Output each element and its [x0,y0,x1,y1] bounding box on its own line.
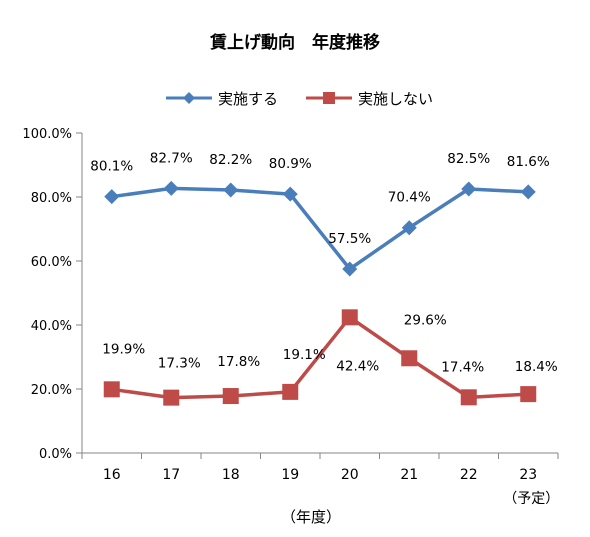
series-line [111,186,529,271]
y-tick-label: 60.0% [31,255,72,270]
y-tick-label: 40.0% [31,319,72,334]
axes: 0.0% 20.0% 40.0% 60.0% 80.0% 100.0% 16 17 18 19 20… [22,127,559,507]
data-point [104,189,120,205]
data-label: 80.9% [269,156,312,172]
data-label: 19.9% [102,341,145,357]
x-tick-label: 20 [341,467,359,483]
data-label: 57.5% [328,231,371,247]
y-tick-label: 80.0% [31,191,72,206]
data-point [222,388,239,405]
x-tick-label: 19 [281,467,299,483]
chart-title: 賃上げ動向 年度推移 [209,32,380,53]
x-tick-label: 23 [519,467,537,483]
legend-label: 実施しない [358,90,433,108]
data-label: 17.3% [158,356,201,372]
y-tick-label: 100.0% [22,127,72,142]
x-tick-label: 22 [460,467,478,483]
data-label: 80.1% [90,159,133,175]
data-label: 81.6% [507,154,550,170]
data-label: 70.4% [388,190,431,206]
data-point [401,350,418,367]
data-point [520,184,536,200]
series-layer [103,180,537,406]
data-point [401,220,417,236]
data-label: 19.1% [283,347,326,363]
x-axis-title: （年度） [281,508,341,526]
data-labels: 80.1% 82.7% 82.2% 80.9% 57.5% 70.4% 82.5% 81.6%… [90,150,558,375]
data-point [341,309,358,326]
data-label: 82.2% [209,152,252,168]
series-line [111,315,529,400]
data-point [282,383,299,400]
x-tick-label: 21 [400,467,418,483]
x-tick-label: 17 [162,467,180,483]
data-point [282,186,298,202]
legend: 実施する 実施しない [166,90,433,108]
x-tick-label: 16 [103,467,121,483]
data-point [461,181,477,197]
y-tick-label: 0.0% [39,447,72,462]
data-label: 42.4% [336,358,379,374]
legend-label: 実施する [218,90,278,108]
data-label: 29.6% [404,312,447,328]
data-label: 82.5% [447,151,490,167]
data-label: 18.4% [515,359,558,375]
data-label: 17.8% [217,354,260,370]
data-point [520,386,537,403]
data-point [163,180,179,196]
data-point [163,389,180,406]
data-label: 82.7% [150,150,193,166]
legend-item: 実施しない [306,90,433,108]
legend-item: 実施する [166,90,278,108]
data-point [342,261,358,277]
legend-marker [183,92,195,104]
x-tick-sublabel: （予定） [503,491,559,507]
x-tick-label: 18 [222,467,240,483]
data-label: 17.4% [441,359,484,375]
data-point [460,389,477,406]
legend-marker [323,92,335,104]
data-point [103,381,120,398]
data-point [223,182,239,198]
y-tick-label: 20.0% [31,383,72,398]
